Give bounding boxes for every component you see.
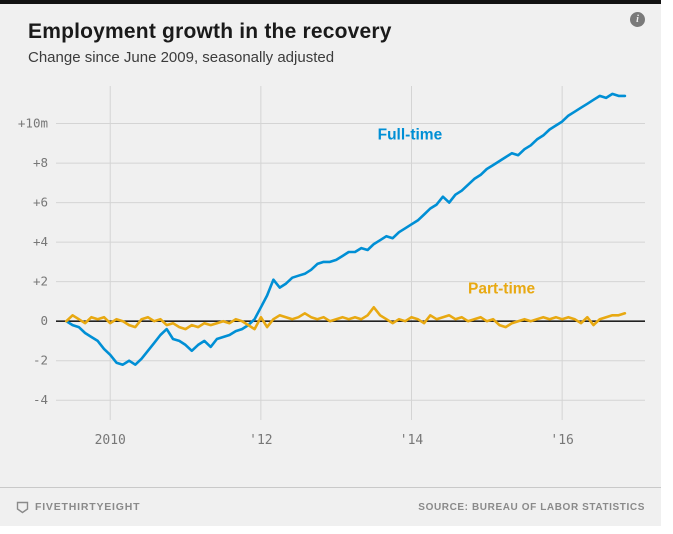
info-icon[interactable]: i xyxy=(630,12,645,27)
footer: FIVETHIRTYEIGHT SOURCE: BUREAU OF LABOR … xyxy=(0,487,661,526)
x-tick-label: '12 xyxy=(249,433,272,448)
y-tick-label: 0 xyxy=(40,313,48,328)
page-title: Employment growth in the recovery xyxy=(28,20,392,43)
x-tick-label: '14 xyxy=(400,433,424,448)
y-tick-label: -4 xyxy=(33,392,48,407)
employment-growth-chart: 2010 '12 '14 '16 -4 -2 0 +2 +4 +6 +8 +10m Full-time P… xyxy=(18,86,645,448)
fivethirtyeight-logo-icon xyxy=(16,501,29,513)
y-tick-label: +10m xyxy=(18,116,48,131)
page-subtitle: Change since June 2009, seasonally adjus… xyxy=(28,49,335,66)
y-tick-label: +2 xyxy=(33,274,48,289)
series-line-full-time xyxy=(65,92,627,367)
brand: FIVETHIRTYEIGHT xyxy=(16,501,140,514)
y-tick-label: +6 xyxy=(33,195,48,210)
chart-card: Employment growth in the recovery Change… xyxy=(0,0,661,526)
x-tick-label: '16 xyxy=(550,433,573,448)
series-label-full-time: Full-time xyxy=(378,126,443,143)
brand-label: FIVETHIRTYEIGHT xyxy=(35,501,141,513)
source-credit: SOURCE: BUREAU OF LABOR STATISTICS xyxy=(418,501,645,513)
series-label-part-time: Part-time xyxy=(468,281,536,298)
chart-area: 2010 '12 '14 '16 -4 -2 0 +2 +4 +6 +8 +10m Full-time P… xyxy=(0,72,661,469)
series-line-part-time xyxy=(65,306,627,331)
y-tick-label: -2 xyxy=(33,353,48,368)
y-tick-label: +8 xyxy=(33,155,48,170)
x-tick-label: 2010 xyxy=(95,433,126,448)
chart-header: Employment growth in the recovery Change… xyxy=(0,4,661,66)
y-tick-label: +4 xyxy=(33,234,48,249)
